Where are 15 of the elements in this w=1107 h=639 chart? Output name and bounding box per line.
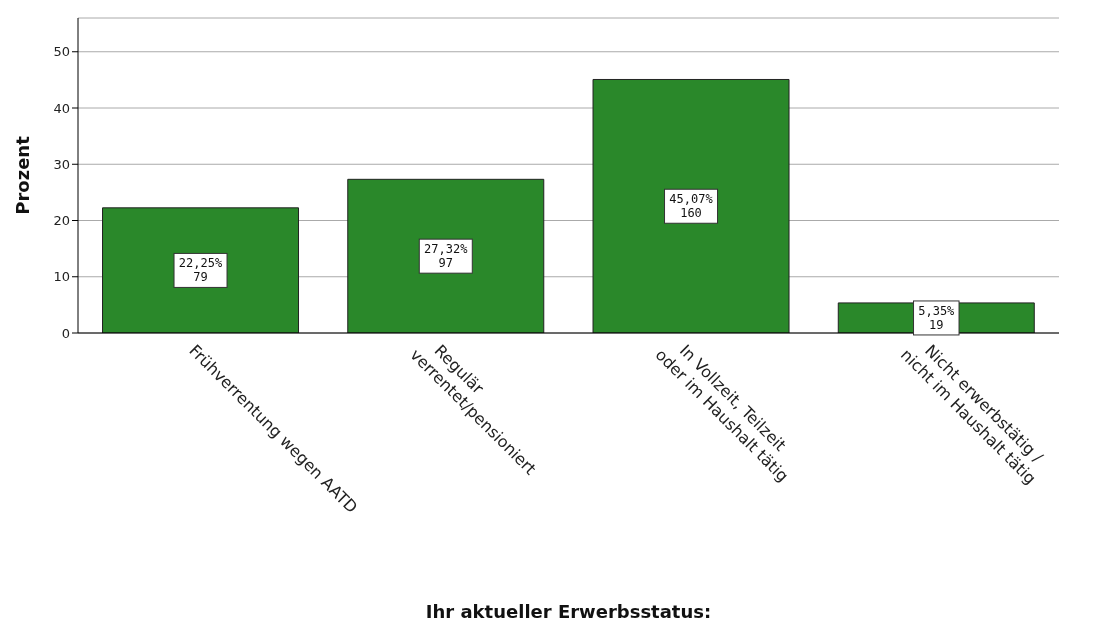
y-tick-label: 50 xyxy=(53,44,70,60)
y-axis-title: Prozent xyxy=(12,135,34,215)
x-axis-title: Ihr aktueller Erwerbsstatus: xyxy=(425,601,712,622)
y-tick-label: 10 xyxy=(53,269,70,285)
bar xyxy=(592,78,790,333)
bar xyxy=(102,207,300,333)
data-label: 5,35% 19 xyxy=(918,303,956,332)
y-tick-label: 0 xyxy=(61,325,70,341)
y-tick-label: 40 xyxy=(53,100,70,116)
data-label: 45,07% 160 xyxy=(669,192,714,221)
y-tick-label: 20 xyxy=(53,213,70,229)
bar xyxy=(347,178,545,333)
data-label: 22,25% 79 xyxy=(178,256,223,285)
y-tick-label: 30 xyxy=(53,156,70,172)
data-label: 27,32% 97 xyxy=(424,242,469,271)
